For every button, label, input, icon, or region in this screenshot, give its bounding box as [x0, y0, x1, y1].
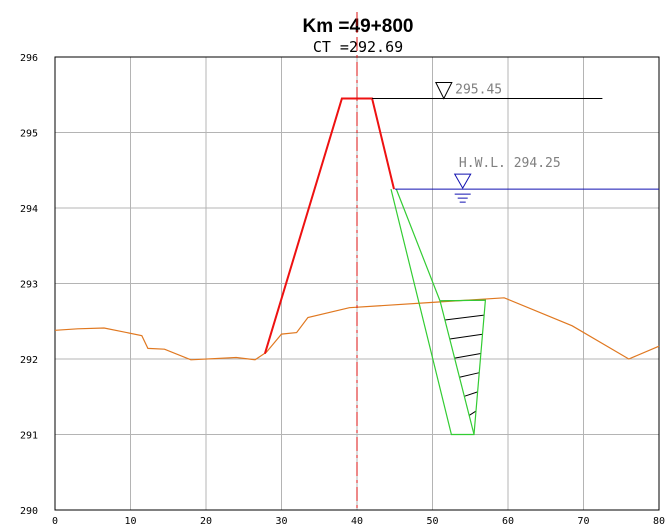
hatch-line [464, 391, 478, 397]
x-tick-label: 30 [275, 516, 287, 527]
x-axis-ticks: 0 10 20 30 40 50 60 70 80 [52, 516, 665, 527]
hatch-line [459, 372, 480, 378]
hwl-label: H.W.L. 294.25 [459, 156, 561, 171]
grid [55, 57, 659, 510]
x-tick-label: 10 [124, 516, 136, 527]
y-axis-ticks: 296 295 294 293 292 291 290 [20, 53, 38, 517]
section-subtitle: CT =292.69 [313, 38, 403, 56]
y-tick-label: 293 [20, 280, 38, 291]
trench-hatch [440, 299, 486, 416]
y-tick-label: 296 [20, 53, 38, 64]
hatch-line [468, 410, 477, 416]
cutoff-trench-outline [390, 188, 487, 436]
x-tick-label: 40 [351, 516, 363, 527]
hatch-line [444, 314, 485, 321]
y-tick-label: 292 [20, 355, 38, 366]
y-tick-label: 291 [20, 431, 38, 442]
level-markers [435, 82, 472, 203]
x-tick-label: 50 [426, 516, 438, 527]
hatch-line [454, 352, 481, 359]
x-tick-label: 60 [502, 516, 514, 527]
section-title: Km =49+800 [303, 16, 414, 37]
natural-ground-line [54, 297, 660, 361]
y-tick-label: 294 [20, 204, 38, 215]
x-tick-label: 0 [52, 516, 58, 527]
cutoff-trench-inner-edge [439, 300, 475, 435]
crest-level-label: 295.45 [455, 83, 502, 98]
y-tick-label: 290 [20, 506, 38, 517]
hatch-line [449, 333, 483, 340]
y-tick-label: 295 [20, 129, 38, 140]
x-tick-label: 80 [653, 516, 665, 527]
x-tick-label: 20 [200, 516, 212, 527]
crest-level-triangle-icon [435, 82, 453, 100]
x-tick-label: 70 [577, 516, 589, 527]
embankment-outline [263, 97, 395, 354]
hwl-triangle-icon [453, 173, 472, 190]
